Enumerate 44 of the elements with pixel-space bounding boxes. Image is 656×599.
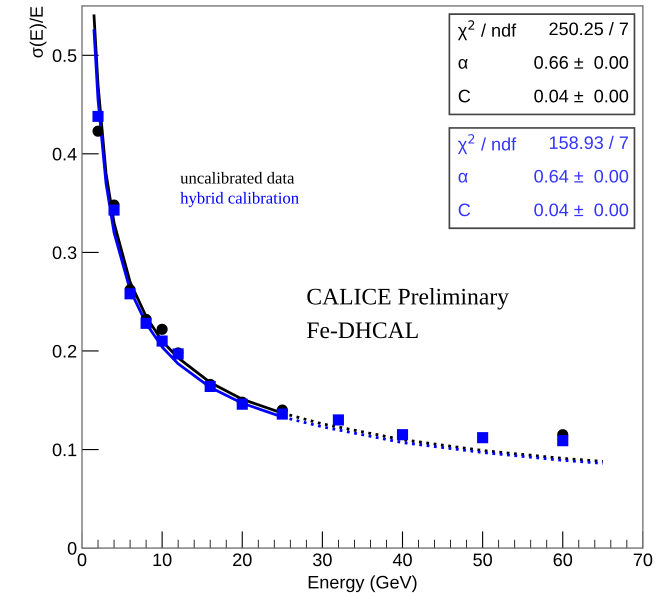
- point: [332, 414, 344, 426]
- point: [156, 336, 168, 347]
- x-tick-label: 50: [473, 553, 492, 566]
- annotation: 250.25 / 7: [549, 22, 628, 36]
- y-tick-label: 0.3: [52, 246, 76, 260]
- annotation: C: [458, 90, 470, 102]
- y-tick-label: 0.5: [52, 49, 76, 62]
- point: [92, 126, 104, 137]
- annotation: α: [458, 172, 468, 183]
- y-axis-title: σ(E)/E: [30, 6, 46, 58]
- x-axis-title: Energy (GeV): [308, 575, 417, 592]
- y-tick-label: 0.1: [52, 443, 76, 456]
- annotation: 0.66 ± 0.00: [534, 56, 628, 69]
- point: [276, 408, 288, 420]
- y-tick-label: 0: [68, 542, 76, 555]
- annotation: 0.04 ± 0.00: [534, 90, 628, 102]
- point: [477, 432, 488, 444]
- annotation: CALICE Preliminary: [307, 288, 509, 310]
- x-tick-label: 70: [634, 553, 652, 566]
- x-tick-label: 30: [313, 553, 332, 566]
- annotation: α: [458, 58, 468, 69]
- point: [92, 110, 104, 122]
- annotation: 158.93 / 7: [550, 136, 628, 150]
- x-tick-label: 20: [233, 553, 252, 566]
- annotation: 0.04 ± 0.00: [534, 204, 628, 216]
- x-tick-label: 40: [392, 553, 412, 566]
- annotation: C: [458, 204, 470, 216]
- point: [108, 204, 120, 216]
- x-tick-label: 10: [153, 553, 172, 566]
- x-tick-label: 60: [554, 553, 572, 566]
- annotation: χ$^{2}$ / ndf: [458, 134, 516, 154]
- annotation: Fe-DHCAL: [307, 322, 418, 338]
- point: [557, 435, 568, 446]
- y-tick-label: 0.2: [52, 344, 76, 358]
- point: [156, 324, 168, 335]
- point: [124, 288, 136, 300]
- point: [140, 318, 152, 329]
- text: hybrid calibration: [180, 192, 299, 208]
- annotation: χ$^{2}$ / ndf: [458, 20, 516, 40]
- y-tick-label: 0.4: [52, 148, 77, 161]
- annotation: 0.64 ± 0.00: [534, 170, 628, 183]
- x-tick-label: 0: [78, 553, 86, 566]
- text: uncalibrated data: [180, 172, 294, 184]
- point: [396, 429, 408, 440]
